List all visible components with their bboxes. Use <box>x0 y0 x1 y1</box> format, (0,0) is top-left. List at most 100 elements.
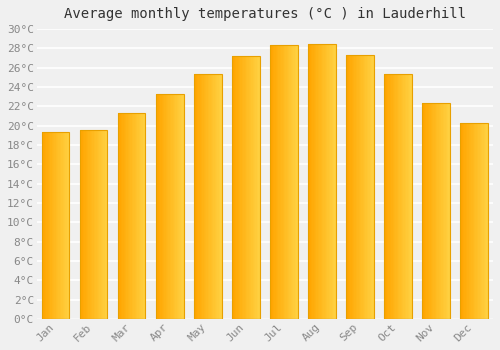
Bar <box>214 75 216 319</box>
Bar <box>80 131 82 319</box>
Bar <box>318 43 319 319</box>
Bar <box>288 46 290 319</box>
Bar <box>320 43 322 319</box>
Bar <box>166 94 167 319</box>
Bar <box>235 56 236 319</box>
Bar <box>477 123 478 319</box>
Bar <box>334 43 336 319</box>
Bar <box>218 75 219 319</box>
Bar <box>439 104 440 319</box>
Bar <box>371 55 372 319</box>
Bar <box>178 94 180 319</box>
Bar <box>257 56 258 319</box>
Bar <box>66 132 68 319</box>
Bar <box>462 123 463 319</box>
Bar <box>95 131 96 319</box>
Bar <box>232 56 234 319</box>
Bar <box>346 55 374 319</box>
Bar <box>310 43 311 319</box>
Bar <box>390 75 391 319</box>
Bar <box>422 104 450 319</box>
Bar <box>256 56 257 319</box>
Bar <box>357 55 358 319</box>
Bar <box>220 75 222 319</box>
Bar <box>94 131 95 319</box>
Bar <box>364 55 366 319</box>
Bar <box>80 131 108 319</box>
Bar <box>460 123 462 319</box>
Bar <box>332 43 333 319</box>
Bar <box>194 75 196 319</box>
Bar <box>158 94 159 319</box>
Bar <box>438 104 439 319</box>
Bar <box>201 75 202 319</box>
Bar <box>96 131 98 319</box>
Bar <box>391 75 392 319</box>
Bar <box>405 75 406 319</box>
Bar <box>208 75 209 319</box>
Bar <box>478 123 480 319</box>
Bar <box>348 55 349 319</box>
Bar <box>128 113 129 319</box>
Bar <box>258 56 260 319</box>
Bar <box>53 132 54 319</box>
Bar <box>311 43 312 319</box>
Bar <box>370 55 371 319</box>
Bar <box>121 113 122 319</box>
Bar <box>182 94 184 319</box>
Bar <box>312 43 314 319</box>
Bar <box>52 132 53 319</box>
Bar <box>130 113 132 319</box>
Bar <box>82 131 83 319</box>
Bar <box>181 94 182 319</box>
Bar <box>246 56 247 319</box>
Bar <box>426 104 428 319</box>
Bar <box>159 94 160 319</box>
Bar <box>118 113 120 319</box>
Bar <box>372 55 374 319</box>
Bar <box>444 104 446 319</box>
Bar <box>234 56 235 319</box>
Bar <box>83 131 84 319</box>
Bar <box>366 55 367 319</box>
Bar <box>476 123 477 319</box>
Bar <box>87 131 88 319</box>
Bar <box>273 46 274 319</box>
Bar <box>352 55 353 319</box>
Bar <box>92 131 94 319</box>
Bar <box>434 104 436 319</box>
Bar <box>282 46 284 319</box>
Bar <box>247 56 248 319</box>
Bar <box>88 131 90 319</box>
Bar <box>292 46 294 319</box>
Bar <box>254 56 256 319</box>
Bar <box>474 123 476 319</box>
Bar <box>468 123 470 319</box>
Bar <box>61 132 62 319</box>
Bar <box>328 43 329 319</box>
Bar <box>484 123 485 319</box>
Bar <box>250 56 252 319</box>
Bar <box>120 113 121 319</box>
Bar <box>481 123 482 319</box>
Bar <box>350 55 352 319</box>
Bar <box>68 132 70 319</box>
Bar <box>136 113 138 319</box>
Bar <box>432 104 434 319</box>
Bar <box>466 123 467 319</box>
Title: Average monthly temperatures (°C ) in Lauderhill: Average monthly temperatures (°C ) in La… <box>64 7 466 21</box>
Bar <box>60 132 61 319</box>
Bar <box>58 132 60 319</box>
Bar <box>156 94 158 319</box>
Bar <box>202 75 203 319</box>
Bar <box>329 43 330 319</box>
Bar <box>362 55 364 319</box>
Bar <box>42 132 43 319</box>
Bar <box>172 94 174 319</box>
Bar <box>428 104 429 319</box>
Bar <box>232 56 260 319</box>
Bar <box>322 43 324 319</box>
Bar <box>353 55 354 319</box>
Bar <box>410 75 412 319</box>
Bar <box>104 131 106 319</box>
